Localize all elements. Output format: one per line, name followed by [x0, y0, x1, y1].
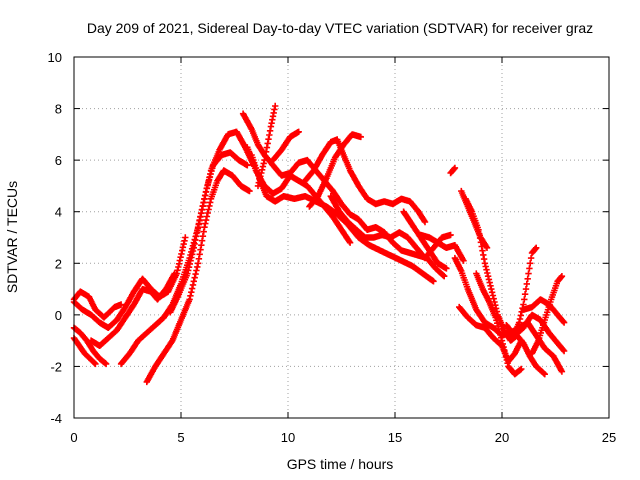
chart-title: Day 209 of 2021, Sidereal Day-to-day VTE… [87, 20, 593, 36]
data-markers [254, 102, 279, 190]
data-markers [447, 164, 459, 177]
series-track-28 [528, 273, 566, 357]
data-markers [462, 195, 548, 378]
data-markers [306, 131, 364, 210]
series-track-18 [417, 231, 467, 264]
x-tick-label: 10 [281, 430, 295, 445]
series-track-19 [447, 164, 459, 177]
data-markers [400, 208, 450, 272]
series-track-17 [400, 208, 450, 272]
x-tick-label: 0 [70, 430, 77, 445]
data-points [70, 102, 568, 386]
plot-frame [73, 56, 610, 419]
x-tick-label: 25 [602, 430, 616, 445]
series-track-24 [456, 303, 525, 365]
series-track-13 [269, 128, 302, 164]
data-markers [301, 136, 429, 226]
series-track-5 [87, 270, 178, 349]
series-track-7 [143, 167, 253, 386]
data-markers [269, 128, 302, 164]
x-axis-label: GPS time / hours [287, 456, 394, 472]
series-track-15 [306, 131, 364, 210]
data-markers [143, 167, 253, 386]
y-tick-label: 10 [48, 50, 62, 65]
axis-ticks: 0 5 10 15 20 25 -4 -2 0 2 4 6 8 10 [48, 50, 617, 445]
data-markers [117, 128, 257, 368]
y-axis-label: SDTVAR / TECUs [4, 181, 20, 293]
series-track-12 [254, 102, 279, 190]
y-tick-label: 8 [55, 102, 62, 117]
data-markers [456, 303, 525, 365]
x-tick-label: 15 [388, 430, 402, 445]
series-track-26 [503, 311, 568, 355]
x-tick-label: 5 [177, 430, 184, 445]
x-tick-label: 20 [495, 430, 509, 445]
y-tick-label: 2 [55, 256, 62, 271]
data-markers [503, 311, 568, 355]
series-track-14 [301, 136, 429, 226]
data-markers [417, 231, 467, 264]
series-track-6 [117, 128, 257, 368]
data-markers [87, 270, 178, 349]
series-track-22 [462, 195, 548, 378]
data-markers [167, 149, 251, 316]
y-tick-label: 6 [55, 153, 62, 168]
y-tick-label: -4 [50, 411, 62, 426]
y-tick-label: 4 [55, 205, 62, 220]
data-markers [528, 273, 566, 357]
y-tick-label: -2 [50, 359, 62, 374]
series-track-8 [167, 149, 251, 316]
y-tick-label: 0 [55, 308, 62, 323]
